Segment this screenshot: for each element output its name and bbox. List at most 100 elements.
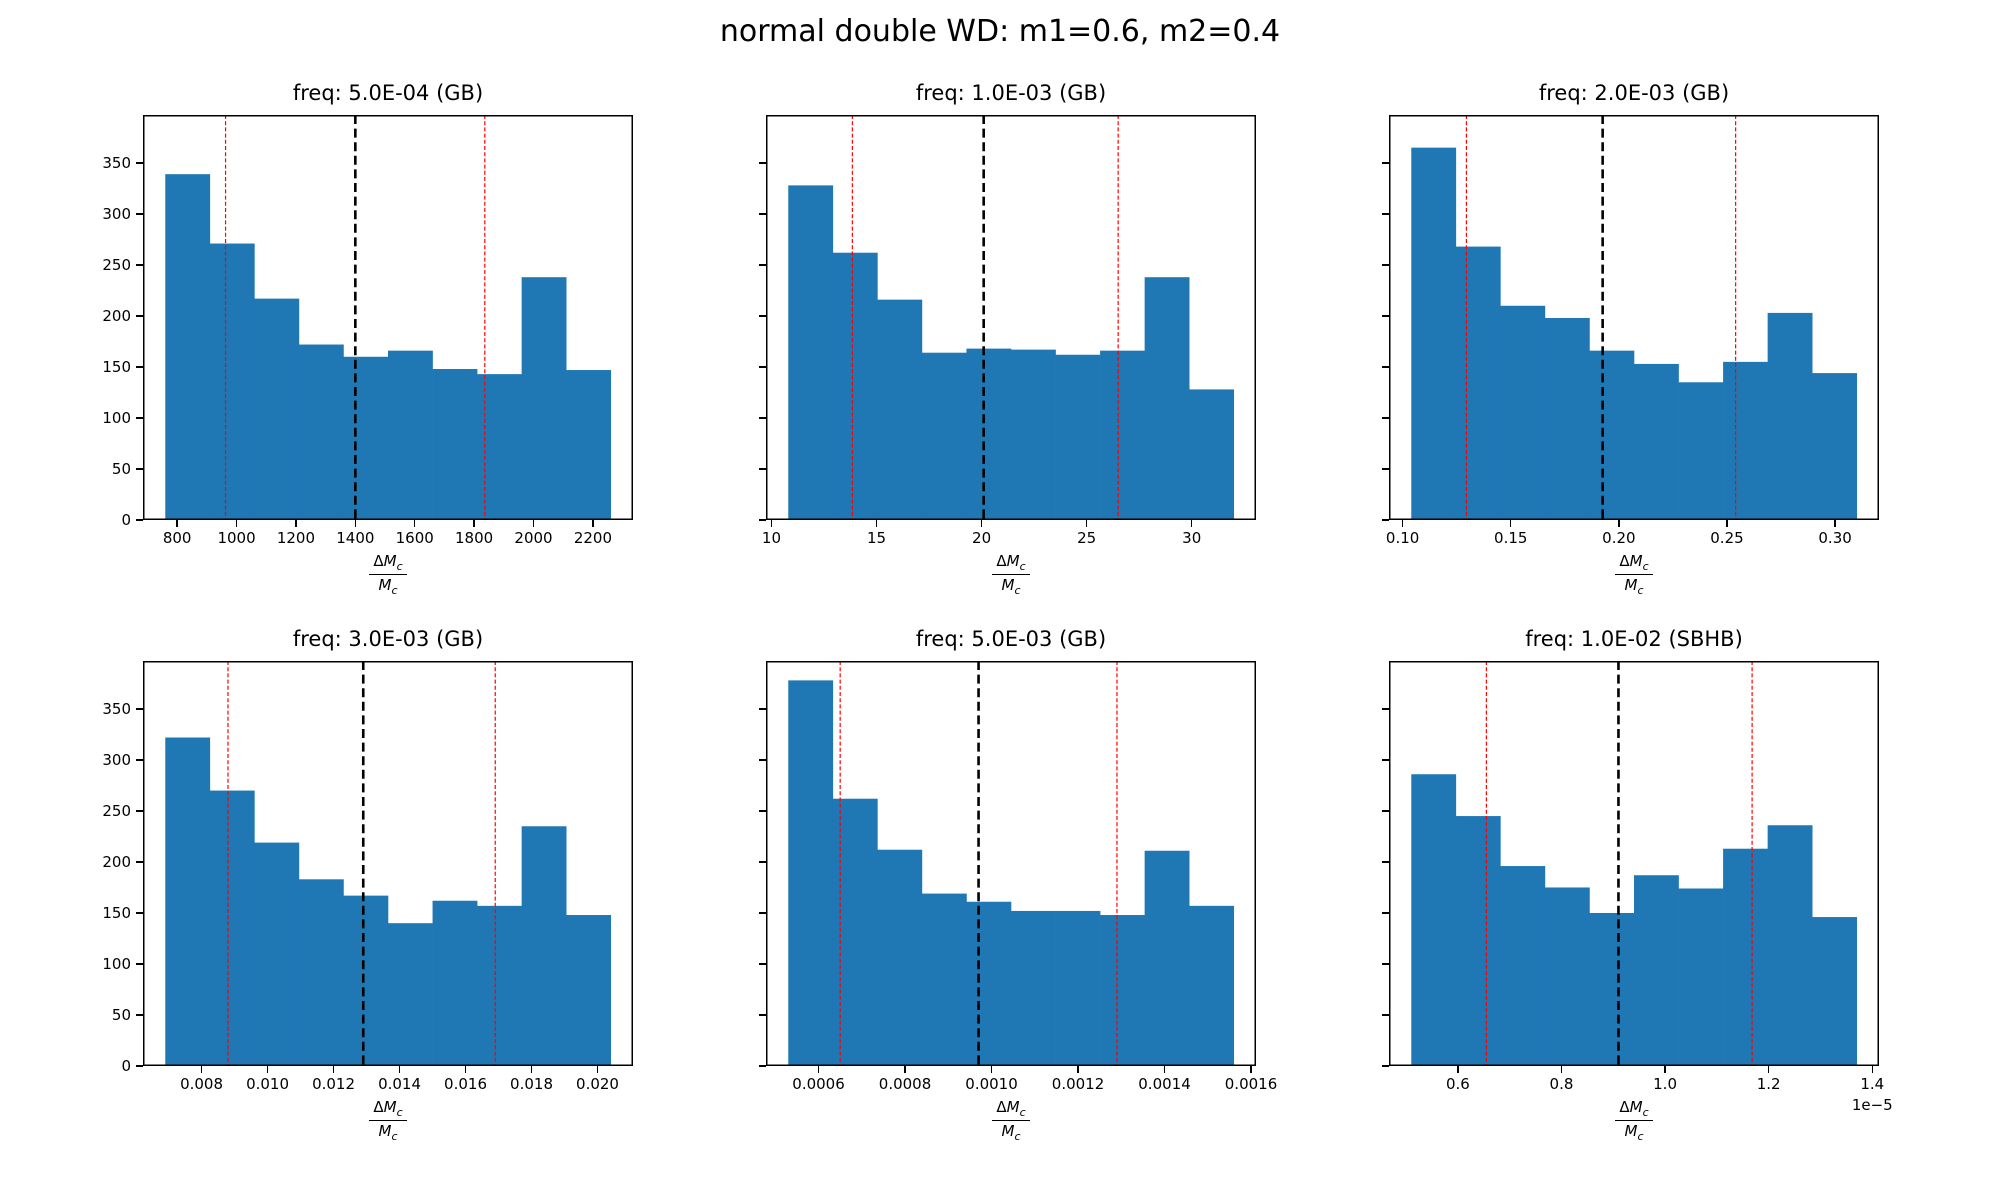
x-tick [1250, 1066, 1252, 1073]
y-tick [759, 1014, 766, 1016]
histogram-bar [165, 174, 211, 520]
y-tick [136, 468, 143, 470]
histogram-bar [1634, 875, 1679, 1066]
x-tick-label: 10 [761, 529, 781, 547]
x-tick [1664, 1066, 1666, 1073]
subplot-title: freq: 1.0E-03 (GB) [915, 81, 1107, 105]
y-tick-label: 200 [102, 852, 131, 871]
x-axis-label: ΔMc Mc [961, 1098, 1061, 1143]
delta-mc-over-mc-label: ΔMc Mc [1615, 1098, 1653, 1144]
plot-area [143, 115, 633, 520]
histogram-bar [1723, 361, 1768, 520]
y-tick [1382, 759, 1389, 761]
x-tick-label: 0.0012 [1051, 1075, 1105, 1093]
histogram-bar [477, 374, 522, 520]
x-tick [235, 520, 238, 527]
subplot-title: freq: 3.0E-03 (GB) [292, 627, 484, 651]
x-axis-label-numerator: ΔMc [1615, 1098, 1653, 1122]
plot-area [766, 115, 1256, 520]
x-tick-label: 0.0010 [965, 1075, 1018, 1093]
x-tick [770, 520, 773, 527]
y-tick-label: 350 [102, 699, 131, 718]
x-tick [1457, 1066, 1459, 1073]
y-tick [759, 759, 766, 761]
y-tick [136, 366, 143, 368]
histogram-bar [1144, 277, 1190, 520]
axes-frame [143, 661, 633, 1066]
delta-mc-over-mc-label: ΔMc Mc [369, 552, 407, 597]
y-tick [1382, 213, 1389, 215]
x-tick-label: 0.30 [1818, 529, 1852, 547]
subplot-title: freq: 5.0E-03 (GB) [915, 627, 1107, 651]
plot-area [143, 661, 633, 1066]
y-tick [136, 315, 143, 317]
x-tick-label: 0.018 [510, 1075, 553, 1093]
x-tick [1401, 520, 1404, 527]
x-tick [1618, 520, 1620, 527]
x-tick-label: 0.0014 [1138, 1075, 1191, 1093]
y-tick [1382, 315, 1389, 317]
x-tick-label: 1.4 [1860, 1075, 1885, 1093]
histogram-bar [1055, 354, 1101, 520]
x-tick [1560, 1066, 1563, 1073]
histogram-bar [1723, 848, 1768, 1066]
x-tick [398, 1066, 401, 1073]
x-axis-label-denominator: Mc [1624, 1122, 1644, 1144]
histogram-bar [1767, 312, 1813, 520]
x-axis-label-numerator: ΔMc [992, 1098, 1030, 1122]
x-tick [1509, 520, 1512, 527]
histogram-bar [388, 350, 433, 520]
x-tick [464, 1066, 467, 1073]
y-tick-label: 0 [121, 511, 131, 529]
histogram-bar [788, 185, 834, 520]
x-tick-label: 1.0 [1653, 1075, 1677, 1093]
plot-area [1389, 115, 1879, 520]
x-tick [200, 1066, 203, 1073]
x-axis-label-numerator: ΔMc [369, 552, 407, 576]
x-tick-label: 0.0006 [792, 1075, 845, 1093]
x-tick [875, 520, 878, 527]
y-tick [1382, 417, 1389, 419]
y-tick-label: 50 [111, 459, 131, 478]
x-tick [817, 1066, 820, 1073]
x-tick [596, 1066, 599, 1073]
x-tick-label: 0.014 [378, 1075, 422, 1093]
y-tick [759, 708, 766, 710]
y-tick-label: 300 [102, 204, 131, 223]
x-tick-label: 1600 [395, 529, 434, 547]
plot-area [1389, 661, 1879, 1066]
x-tick [980, 520, 983, 527]
delta-mc-over-mc-label: ΔMc Mc [1615, 552, 1653, 597]
x-axis-label-numerator: ΔMc [369, 1098, 407, 1122]
histogram-bar [1544, 318, 1590, 520]
y-tick [1382, 810, 1389, 812]
x-tick [473, 520, 475, 527]
x-axis-label-numerator: ΔMc [992, 552, 1030, 576]
histogram-bar [921, 893, 967, 1066]
histogram-bar [832, 252, 878, 520]
subplot-axes-5 [766, 661, 1256, 1066]
x-axis-label: ΔMc Mc [338, 1098, 438, 1143]
histogram-bar [1812, 917, 1858, 1066]
y-tick [136, 759, 143, 761]
y-tick [136, 264, 143, 266]
x-axis-label: ΔMc Mc [961, 552, 1061, 597]
histogram-bar [877, 849, 923, 1066]
x-tick-label: 30 [1182, 529, 1202, 547]
histogram-bar [298, 879, 344, 1066]
y-tick [136, 861, 143, 863]
y-tick [136, 810, 143, 812]
y-tick [1382, 963, 1389, 965]
x-tick-label: 0.016 [444, 1075, 487, 1093]
histogram-bar [477, 905, 522, 1066]
y-tick [759, 264, 766, 266]
histogram-bar [1055, 910, 1101, 1066]
axes-frame [1389, 115, 1879, 520]
x-tick-label: 2200 [573, 529, 612, 547]
x-axis-label-numerator: ΔMc [1615, 552, 1653, 576]
histogram-bar [1011, 910, 1056, 1066]
histogram-bar [1411, 774, 1457, 1066]
x-tick-label: 800 [162, 529, 192, 547]
axes-frame [766, 661, 1256, 1066]
